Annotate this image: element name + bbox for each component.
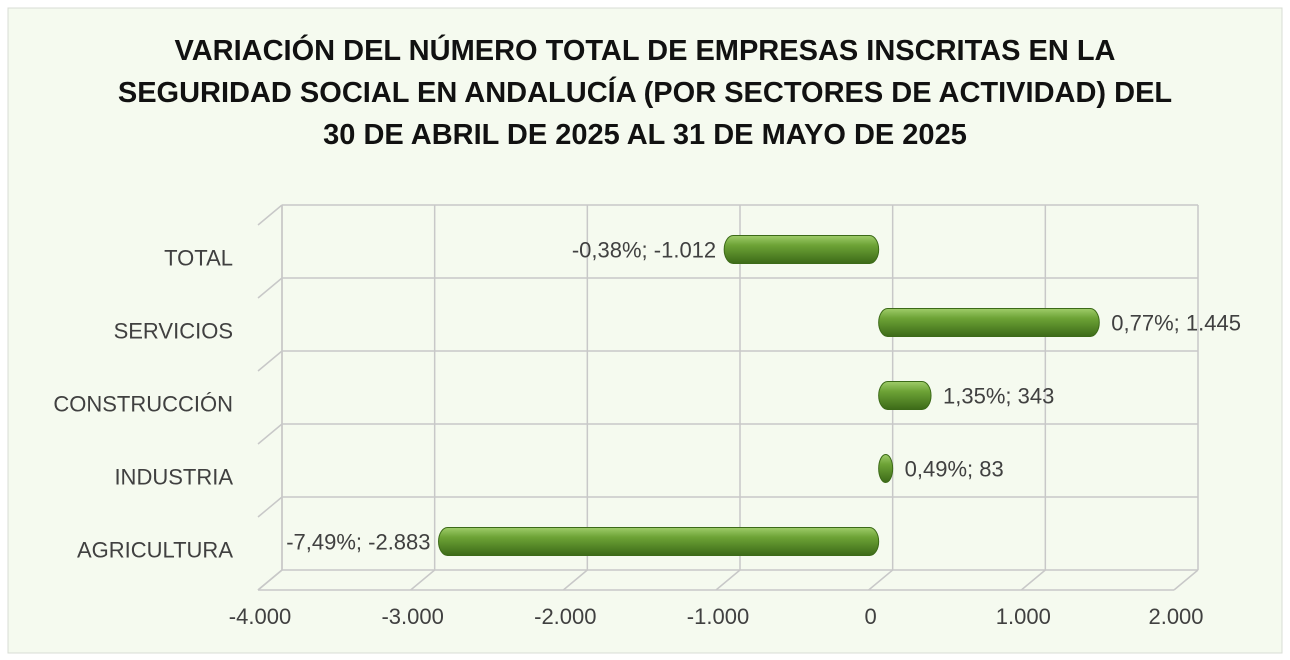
bar: [438, 527, 880, 556]
x-tick-label: 1.000: [996, 604, 1051, 629]
side-edge: [257, 496, 283, 518]
tick-mark: [715, 569, 741, 591]
side-edge: [257, 277, 283, 299]
title-line: SEGURIDAD SOCIAL EN ANDALUCÍA (POR SECTO…: [118, 75, 1172, 109]
x-tick-label: 0: [865, 604, 877, 629]
x-tick-label: 2.000: [1148, 604, 1203, 629]
bar: [878, 308, 1100, 337]
x-tick-label: -3.000: [381, 604, 443, 629]
tick-mark: [257, 569, 283, 591]
tick-mark: [868, 569, 894, 591]
y-tick-label: AGRICULTURA: [77, 537, 233, 562]
data-label: -7,49%; -2.883: [286, 529, 430, 554]
bar: [878, 454, 894, 483]
data-label: 1,35%; 343: [943, 383, 1054, 408]
data-label: 0,77%; 1.445: [1111, 310, 1241, 335]
side-edge: [257, 350, 283, 372]
bar: [723, 235, 880, 264]
side-edge: [257, 204, 283, 226]
x-tick-label: -2.000: [534, 604, 596, 629]
chart-title: VARIACIÓN DEL NÚMERO TOTAL DE EMPRESAS I…: [118, 33, 1172, 151]
y-tick-label: CONSTRUCCIÓN: [53, 391, 233, 416]
tick-mark: [562, 569, 588, 591]
y-tick-label: TOTAL: [164, 245, 233, 270]
side-edge: [257, 423, 283, 445]
y-tick-label: INDUSTRIA: [114, 464, 233, 489]
bar: [878, 381, 932, 410]
data-label: -0,38%; -1.012: [572, 237, 716, 262]
data-label: 0,49%; 83: [905, 456, 1004, 481]
x-tick-label: -1.000: [687, 604, 749, 629]
x-tick-label: -4.000: [229, 604, 291, 629]
tick-mark: [410, 569, 436, 591]
title-line: VARIACIÓN DEL NÚMERO TOTAL DE EMPRESAS I…: [175, 33, 1116, 67]
tick-mark: [1020, 569, 1046, 591]
title-line: 30 DE ABRIL DE 2025 AL 31 DE MAYO DE 202…: [323, 119, 967, 151]
y-tick-label: SERVICIOS: [114, 318, 233, 343]
tick-mark: [1173, 569, 1199, 591]
